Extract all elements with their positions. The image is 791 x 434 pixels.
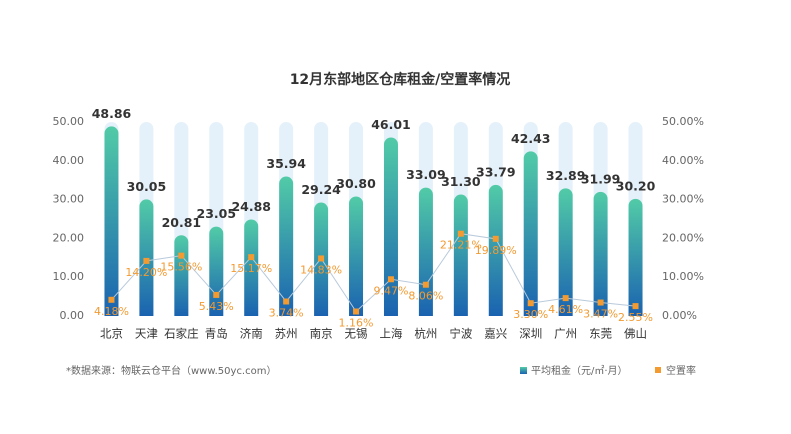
bar: [593, 191, 608, 316]
value-label: 30.80: [336, 176, 376, 191]
bar: [139, 199, 154, 316]
point-label: 3.30%: [513, 308, 548, 321]
y2-tick-label: 40.00%: [662, 154, 704, 167]
x-tick-label: 宁波: [449, 327, 472, 341]
line-marker: [597, 299, 604, 306]
line-marker: [422, 281, 429, 288]
y2-tick-label: 0.00%: [662, 309, 697, 322]
bar: [349, 196, 364, 316]
y-tick-label: 0.00: [60, 309, 85, 322]
bar: [104, 126, 119, 316]
point-label: 14.83%: [300, 263, 342, 276]
bar: [523, 151, 538, 316]
value-label: 24.88: [231, 199, 271, 214]
point-label: 3.74%: [269, 306, 304, 319]
line-marker: [632, 303, 639, 310]
line-marker: [283, 298, 290, 305]
point-label: 3.47%: [583, 308, 618, 321]
bar: [209, 226, 224, 316]
y-tick-label: 50.00: [53, 115, 85, 128]
line-marker: [457, 230, 464, 237]
line-marker: [143, 257, 150, 264]
line-marker: [562, 295, 569, 302]
bar: [558, 188, 573, 316]
line-marker: [318, 255, 325, 262]
value-label: 31.99: [581, 171, 621, 186]
x-tick-label: 佛山: [624, 327, 647, 341]
value-label: 32.89: [546, 168, 586, 183]
point-label: 14.20%: [125, 266, 167, 279]
x-tick-label: 北京: [100, 327, 123, 341]
value-label: 31.30: [441, 174, 481, 189]
x-tick-label: 广州: [554, 327, 577, 341]
bar: [174, 235, 189, 316]
y-tick-label: 40.00: [53, 154, 85, 167]
point-label: 19.89%: [475, 244, 517, 257]
x-tick-label: 深圳: [519, 327, 542, 341]
legend-label: 空置率: [666, 364, 696, 377]
line: [111, 233, 636, 313]
point-label: 1.16%: [339, 316, 374, 329]
line-marker: [387, 276, 394, 283]
value-label: 42.43: [511, 131, 551, 146]
value-label: 29.24: [301, 182, 341, 197]
x-tick-label: 石家庄: [164, 327, 199, 341]
value-label: 35.94: [266, 156, 306, 171]
line-marker: [527, 300, 534, 307]
x-tick-label: 杭州: [414, 327, 437, 341]
line-marker: [353, 308, 360, 315]
value-label: 46.01: [371, 117, 411, 132]
value-label: 30.05: [127, 179, 167, 194]
value-label: 23.05: [197, 206, 237, 221]
y2-tick-label: 50.00%: [662, 115, 704, 128]
line-marker: [492, 235, 499, 242]
x-tick-label: 天津: [135, 327, 158, 341]
bar: [453, 194, 468, 316]
y-tick-label: 30.00: [53, 193, 85, 206]
point-label: 2.55%: [618, 311, 653, 324]
bar: [279, 176, 294, 316]
y-tick-label: 10.00: [53, 270, 85, 283]
line-marker: [248, 254, 255, 261]
source-note: *数据来源：物联云仓平台（www.50yc.com）: [66, 364, 276, 377]
y2-tick-label: 10.00%: [662, 270, 704, 283]
value-label: 30.20: [616, 178, 656, 193]
point-label: 15.17%: [230, 262, 272, 275]
bar: [383, 137, 398, 316]
legend-swatch: [520, 367, 527, 374]
legend-swatch: [655, 367, 661, 373]
y-tick-label: 20.00: [53, 231, 85, 244]
point-label: 4.18%: [94, 305, 129, 318]
line-marker: [213, 291, 220, 298]
x-tick-label: 无锡: [345, 327, 368, 341]
point-label: 15.56%: [160, 261, 202, 274]
bar: [628, 198, 643, 316]
point-label: 8.06%: [408, 290, 443, 303]
x-tick-label: 嘉兴: [484, 327, 507, 341]
chart-title: 12月东部地区仓库租金/空置率情况: [290, 71, 511, 88]
value-label: 33.09: [406, 167, 446, 182]
point-label: 4.61%: [548, 303, 583, 316]
x-tick-label: 青岛: [205, 327, 228, 341]
x-tick-label: 上海: [379, 327, 402, 341]
x-tick-label: 东莞: [589, 327, 612, 341]
y2-tick-label: 30.00%: [662, 193, 704, 206]
x-tick-label: 济南: [240, 327, 263, 341]
point-label: 21.21%: [440, 239, 482, 252]
x-tick-label: 南京: [310, 327, 333, 341]
legend-label: 平均租金（元/㎡·月）: [531, 364, 628, 377]
value-label: 20.81: [162, 215, 202, 230]
x-tick-label: 苏州: [275, 327, 298, 341]
point-label: 9.47%: [373, 284, 408, 297]
bar: [488, 184, 503, 316]
value-label: 33.79: [476, 164, 516, 179]
y2-tick-label: 20.00%: [662, 231, 704, 244]
line-marker: [178, 252, 185, 259]
line-marker: [108, 296, 115, 303]
value-label: 48.86: [92, 106, 132, 121]
bar: [244, 219, 259, 316]
point-label: 5.43%: [199, 300, 234, 313]
